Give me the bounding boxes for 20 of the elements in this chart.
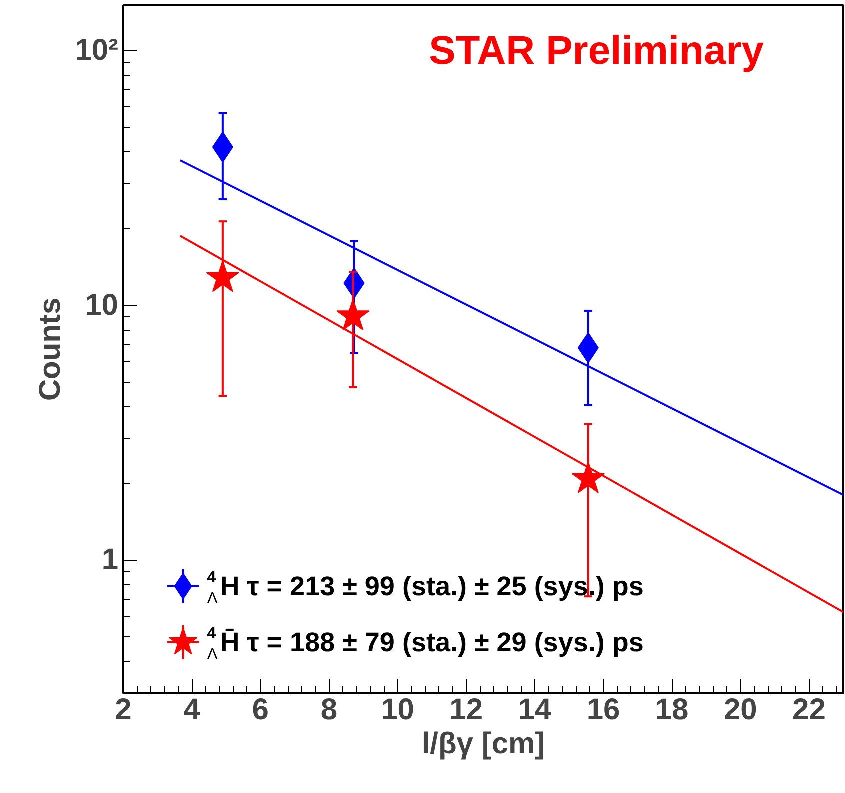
point	[572, 462, 606, 494]
x-tick-label: 12	[450, 694, 484, 726]
y-tick-label: 1	[102, 544, 119, 577]
x-tick-label: 8	[320, 694, 338, 726]
y-tick-label: 10	[85, 288, 119, 322]
y-axis-title: Counts	[34, 298, 68, 402]
x-tick-label: 4	[184, 694, 201, 726]
x-tick-label: 14	[518, 694, 552, 726]
x-tick-label: 6	[252, 694, 269, 726]
x-tick-label: 10	[381, 694, 414, 726]
y-tick-label: 10²	[75, 34, 119, 67]
x-tick-label: 20	[724, 694, 758, 726]
point	[336, 298, 370, 331]
x-axis-title: l/βγ [cm]	[422, 728, 546, 760]
x-tick-label: 16	[586, 694, 620, 726]
annotation: STAR Preliminary	[429, 28, 765, 73]
x-tick-label: 22	[792, 694, 826, 726]
point	[206, 260, 240, 292]
x-tick-label: 18	[655, 694, 689, 726]
x-tick-label: 2	[115, 694, 132, 726]
